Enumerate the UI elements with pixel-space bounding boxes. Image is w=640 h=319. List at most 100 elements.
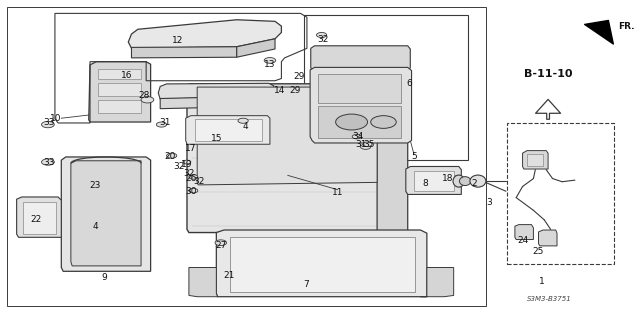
- Polygon shape: [187, 84, 382, 233]
- Polygon shape: [216, 230, 427, 297]
- Text: 11: 11: [332, 188, 343, 197]
- Bar: [319, 74, 401, 103]
- Text: 32: 32: [193, 177, 204, 186]
- Polygon shape: [197, 87, 377, 185]
- Text: 4: 4: [92, 222, 98, 231]
- Polygon shape: [420, 268, 454, 297]
- Bar: [98, 83, 141, 96]
- Bar: [98, 100, 141, 114]
- Text: 27: 27: [215, 241, 227, 250]
- Circle shape: [166, 153, 177, 158]
- Circle shape: [183, 160, 191, 164]
- Text: 31: 31: [355, 140, 367, 149]
- Polygon shape: [515, 225, 533, 240]
- Text: 4: 4: [242, 122, 248, 131]
- Polygon shape: [406, 167, 461, 195]
- Text: 31: 31: [159, 117, 171, 127]
- Circle shape: [141, 97, 154, 103]
- Polygon shape: [523, 151, 548, 169]
- Text: 28: 28: [138, 92, 150, 100]
- Text: 34: 34: [352, 132, 364, 141]
- Bar: [507, 123, 614, 264]
- Text: 5: 5: [412, 152, 417, 161]
- Text: 1: 1: [539, 277, 545, 286]
- Text: 33: 33: [43, 158, 54, 167]
- Circle shape: [264, 57, 276, 63]
- Text: 24: 24: [517, 236, 528, 245]
- Text: 32: 32: [173, 162, 185, 171]
- Bar: [304, 15, 468, 160]
- Polygon shape: [71, 161, 141, 266]
- Text: FR.: FR.: [618, 22, 635, 31]
- Polygon shape: [128, 20, 282, 48]
- Text: 32: 32: [183, 169, 195, 178]
- Text: 9: 9: [101, 273, 107, 282]
- Text: 23: 23: [90, 181, 101, 190]
- Bar: [319, 106, 401, 138]
- Polygon shape: [269, 92, 274, 106]
- Text: 33: 33: [43, 117, 54, 127]
- Text: 7: 7: [303, 280, 308, 289]
- Text: 3: 3: [486, 198, 492, 207]
- Text: 8: 8: [422, 179, 428, 188]
- Circle shape: [360, 144, 371, 149]
- Text: 18: 18: [442, 174, 453, 183]
- Circle shape: [42, 122, 54, 128]
- Polygon shape: [311, 46, 410, 70]
- Ellipse shape: [460, 177, 471, 186]
- Polygon shape: [538, 230, 557, 246]
- Bar: [98, 69, 141, 78]
- Polygon shape: [189, 268, 218, 297]
- Polygon shape: [61, 157, 150, 271]
- Circle shape: [238, 118, 248, 123]
- Circle shape: [371, 116, 396, 128]
- Text: 30: 30: [185, 187, 196, 197]
- Polygon shape: [189, 84, 409, 99]
- Circle shape: [352, 134, 361, 139]
- Text: 17: 17: [185, 144, 196, 153]
- Ellipse shape: [453, 175, 465, 187]
- Text: 14: 14: [275, 86, 286, 95]
- Text: 12: 12: [172, 36, 184, 45]
- Circle shape: [189, 189, 198, 193]
- Circle shape: [189, 175, 198, 179]
- Text: 20: 20: [164, 152, 175, 161]
- Bar: [527, 154, 543, 167]
- Ellipse shape: [470, 175, 486, 187]
- Polygon shape: [377, 87, 408, 240]
- Polygon shape: [237, 39, 275, 57]
- Polygon shape: [310, 67, 412, 143]
- Bar: [195, 120, 262, 141]
- Text: 16: 16: [120, 71, 132, 80]
- Text: S3M3-B3751: S3M3-B3751: [527, 296, 572, 301]
- Text: 15: 15: [211, 134, 222, 143]
- Circle shape: [156, 122, 166, 127]
- Circle shape: [42, 159, 54, 165]
- Circle shape: [215, 240, 227, 246]
- Text: 35: 35: [364, 140, 375, 149]
- Text: B-11-10: B-11-10: [524, 69, 572, 79]
- Circle shape: [317, 33, 326, 38]
- Text: 19: 19: [181, 160, 193, 169]
- Bar: [7, 7, 486, 306]
- Polygon shape: [17, 197, 61, 237]
- Text: 6: 6: [407, 79, 413, 88]
- Bar: [414, 171, 454, 191]
- Polygon shape: [158, 83, 274, 99]
- Polygon shape: [89, 62, 150, 122]
- Text: 10: 10: [51, 114, 62, 123]
- Text: 29: 29: [290, 86, 301, 95]
- Text: 21: 21: [223, 271, 235, 280]
- Polygon shape: [186, 116, 270, 144]
- Text: 29: 29: [294, 72, 305, 81]
- Circle shape: [335, 114, 367, 130]
- Text: 25: 25: [533, 247, 544, 256]
- Circle shape: [363, 142, 372, 146]
- Text: 26: 26: [185, 174, 196, 183]
- Polygon shape: [160, 96, 269, 109]
- Text: 2: 2: [471, 179, 477, 188]
- Text: 13: 13: [264, 60, 276, 69]
- Polygon shape: [131, 47, 237, 58]
- Bar: [230, 237, 415, 292]
- Text: 22: 22: [30, 215, 42, 224]
